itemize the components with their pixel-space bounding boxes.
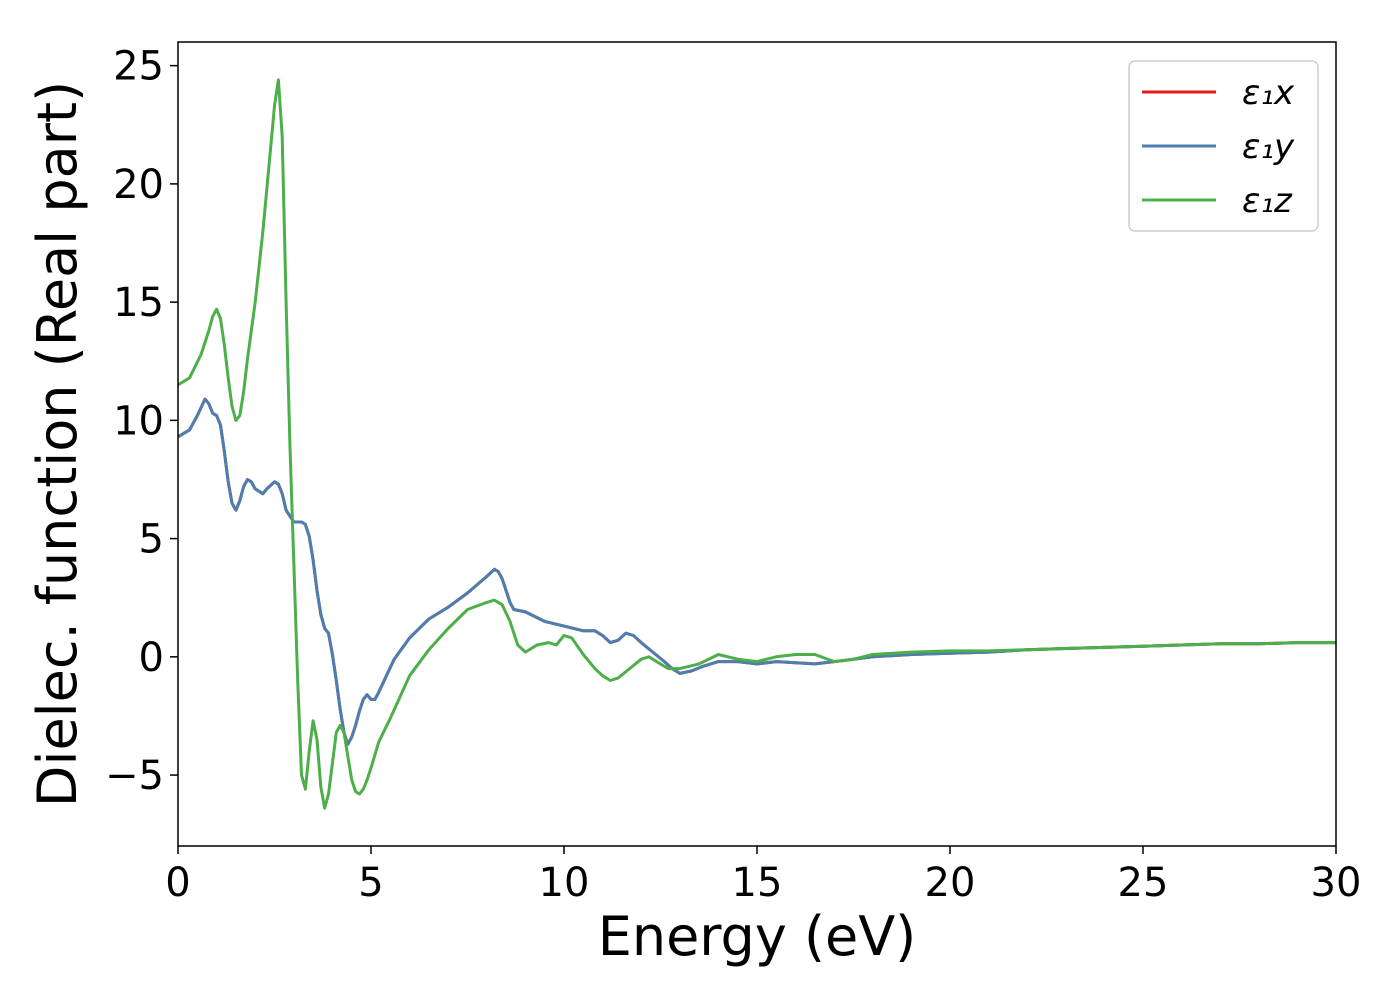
x-tick-label: 10: [539, 860, 590, 906]
y-axis-ticks: −5 0 5 10 15 20 25: [105, 44, 178, 799]
x-axis-label: Energy (eV): [598, 905, 917, 968]
x-tick-label: 15: [732, 860, 783, 906]
legend: ε₁x ε₁y ε₁z: [1128, 60, 1319, 232]
legend-label-0: ε₁x: [1242, 73, 1295, 113]
x-tick-label: 25: [1118, 860, 1169, 906]
series-line-2: [178, 78, 1336, 810]
y-tick-label: 0: [139, 635, 164, 681]
y-tick-label: 5: [139, 517, 164, 563]
x-tick-label: 30: [1311, 860, 1362, 906]
legend-label-2: ε₁z: [1242, 181, 1293, 221]
y-tick-label: 20: [113, 162, 164, 208]
series-line-1: [178, 397, 1336, 746]
y-axis-label: Dielec. function (Real part): [26, 81, 89, 807]
y-tick-label: 15: [113, 280, 164, 326]
x-tick-label: 0: [165, 860, 190, 906]
x-axis-ticks: 0 5 10 15 20 25 30: [165, 846, 1361, 906]
legend-label-1: ε₁y: [1242, 127, 1295, 167]
x-tick-label: 5: [358, 860, 383, 906]
y-tick-label: 25: [113, 44, 164, 90]
y-tick-label: −5: [105, 753, 164, 799]
legend-box: [1128, 60, 1319, 232]
x-tick-label: 20: [925, 860, 976, 906]
series-layer: [178, 78, 1336, 810]
y-tick-label: 10: [113, 398, 164, 444]
